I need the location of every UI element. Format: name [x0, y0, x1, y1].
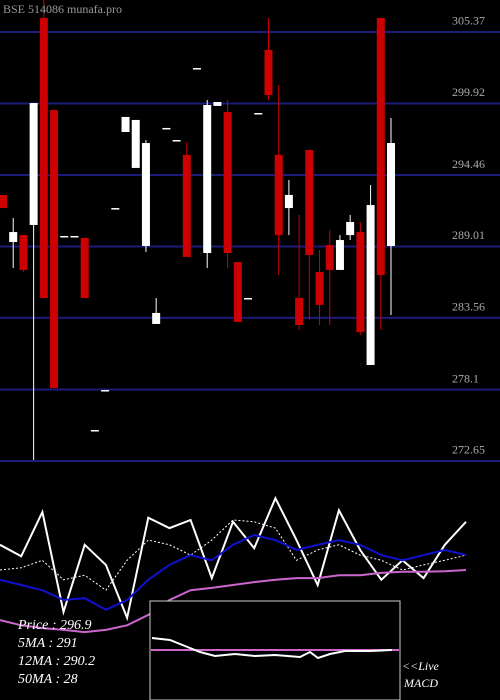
- macd-line: [151, 637, 393, 660]
- candle-body: [50, 109, 59, 389]
- candle-body: [162, 127, 171, 130]
- candle-body: [315, 272, 324, 305]
- y-tick-label: 294.46: [452, 157, 485, 171]
- candle-body: [213, 101, 222, 106]
- candle-body: [111, 208, 120, 210]
- candle-body: [244, 297, 253, 300]
- legend-text: 12MA : 290.2: [18, 654, 95, 669]
- macd-box: [149, 600, 401, 700]
- legend-text: 5MA : 291: [18, 636, 78, 651]
- macd-label: MACD: [403, 676, 438, 690]
- candle-body: [356, 232, 365, 332]
- chart-title: BSE 514086 munafa.pro: [3, 2, 122, 16]
- candle-body: [193, 68, 201, 70]
- candle-body: [295, 297, 304, 326]
- candle-body: [101, 390, 110, 392]
- indicator-panel: [0, 495, 467, 634]
- candle-body: [223, 111, 232, 254]
- candle-body: [182, 154, 191, 257]
- candle-body: [366, 205, 375, 365]
- legend-text: Price : 296.9: [17, 618, 91, 633]
- candle-body: [39, 17, 48, 298]
- y-tick-label: 272.65: [452, 443, 485, 457]
- candle-body: [346, 221, 355, 236]
- candle-body: [284, 194, 293, 209]
- candle-body: [376, 17, 385, 276]
- candle-body: [141, 143, 150, 246]
- candle-body: [233, 262, 242, 322]
- candle-body: [60, 235, 69, 238]
- candle-body: [152, 312, 161, 324]
- legend-text: 50MA : 28: [18, 672, 78, 687]
- candles: [0, 0, 395, 461]
- candle-body: [335, 240, 344, 270]
- candle-body: [19, 235, 28, 270]
- candle-body: [90, 430, 99, 432]
- candle-body: [387, 143, 395, 246]
- grid: 305.37 299.92 294.46 289.01 283.56 278.1 272.6…: [0, 14, 500, 462]
- candle-body: [203, 105, 212, 254]
- candle-body: [0, 194, 7, 209]
- candle-body: [172, 140, 181, 142]
- candle-body: [9, 232, 18, 243]
- candle-body: [29, 103, 38, 225]
- legend: Price : 296.9 5MA : 291 12MA : 290.2 50MA :…: [17, 618, 95, 687]
- indicator-line: [0, 569, 467, 634]
- candle-body: [80, 237, 89, 298]
- candle-body: [254, 113, 263, 115]
- indicator-line: [0, 533, 467, 611]
- candle-body: [121, 116, 130, 133]
- candle-body: [131, 119, 140, 168]
- y-tick-label: 289.01: [452, 228, 485, 242]
- macd-label: <<Live: [402, 659, 440, 673]
- candle-body: [70, 235, 79, 238]
- candle-body: [264, 49, 273, 96]
- y-tick-label: 283.56: [452, 300, 485, 314]
- y-tick-label: 305.37: [452, 14, 485, 28]
- candle-body: [274, 154, 283, 236]
- y-tick-label: 299.92: [452, 85, 485, 99]
- candle-body: [305, 149, 314, 255]
- candle-body: [325, 245, 334, 270]
- y-tick-label: 278.1: [452, 371, 479, 385]
